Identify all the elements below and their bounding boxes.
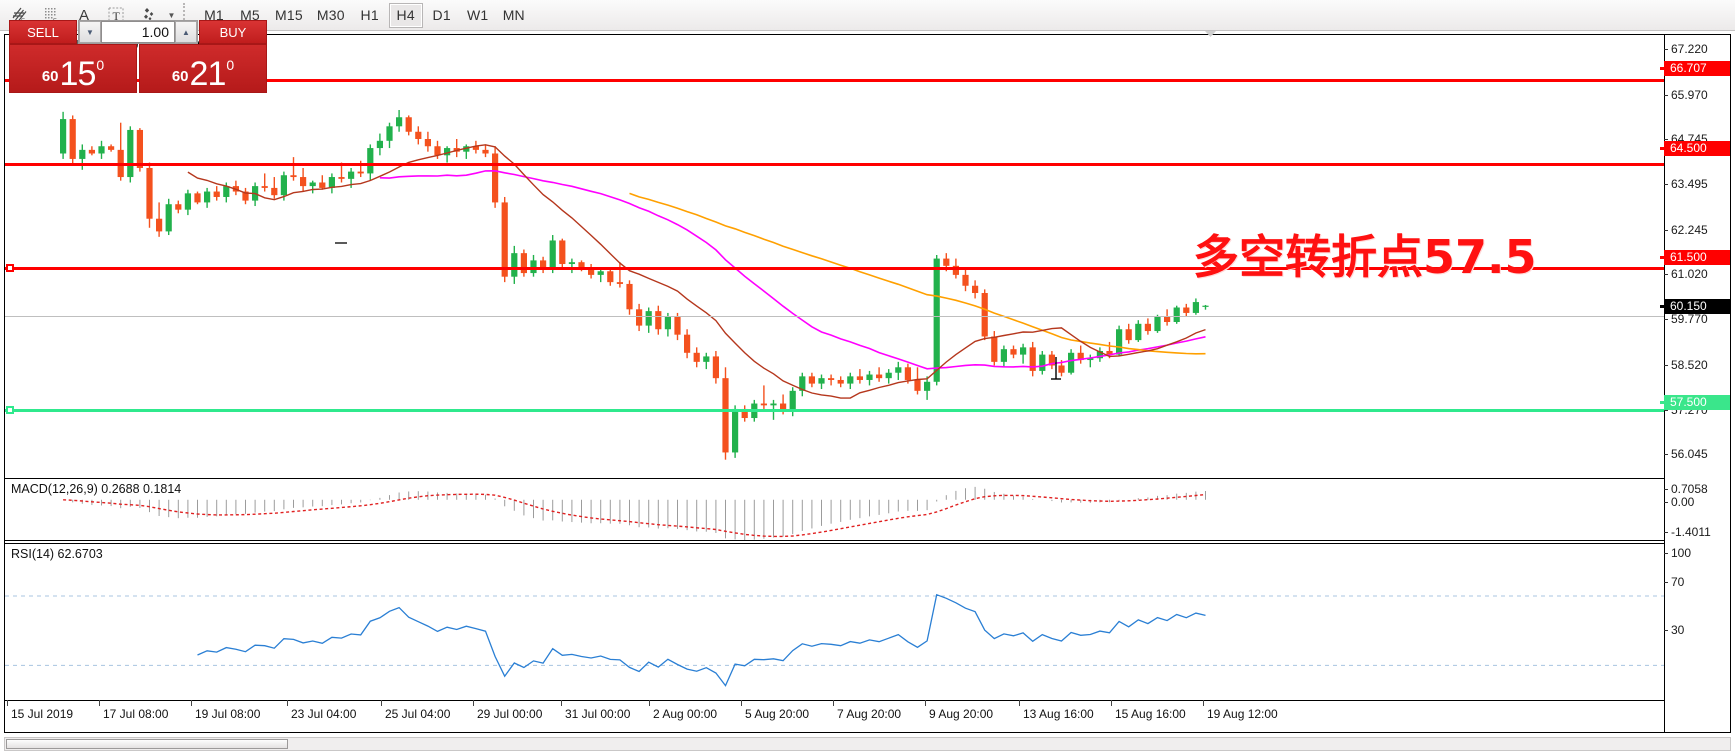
timeframe-m1[interactable]: M1: [204, 7, 224, 23]
price-label-60150[interactable]: 60.150: [1660, 298, 1730, 314]
time-tick: 19 Jul 08:00: [190, 700, 261, 721]
horizontal-scrollbar[interactable]: [4, 737, 1731, 751]
toolbar-separator: [183, 3, 191, 27]
timeframe-w1[interactable]: W1: [466, 7, 489, 23]
volume-increment-icon[interactable]: ▲: [175, 21, 197, 43]
time-tick: 7 Aug 20:00: [832, 700, 902, 721]
price-label-61500[interactable]: 61.500: [1660, 249, 1730, 265]
level-line-64500[interactable]: [5, 163, 1664, 166]
price-tick: 67.220: [1664, 42, 1730, 57]
chart-context-caret-icon[interactable]: [1204, 30, 1218, 38]
text-label-icon[interactable]: A: [78, 6, 89, 24]
rsi-label: RSI(14) 62.6703: [11, 547, 103, 561]
price-axis[interactable]: 67.220 65.970 64.745 63.495 62.245 61.020 59.7…: [1660, 35, 1730, 732]
time-tick: 19 Aug 12:00: [1203, 700, 1278, 721]
chart-annotation-text: 多空转折点57.5: [1193, 230, 1537, 284]
time-tick: 17 Jul 08:00: [98, 700, 169, 721]
price-tick: 58.520: [1664, 358, 1730, 373]
rsi-tick: 70: [1664, 575, 1730, 590]
macd-series: [63, 486, 1206, 540]
timeframe-m30[interactable]: M30: [316, 7, 345, 23]
time-tick: 23 Jul 04:00: [286, 700, 357, 721]
cursor-marker-icon: [1051, 357, 1061, 380]
timeframe-mn[interactable]: MN: [502, 7, 525, 23]
time-tick: 31 Jul 00:00: [560, 700, 631, 721]
price-tick: 63.495: [1664, 177, 1730, 192]
timeframe-h4[interactable]: H4: [388, 2, 423, 28]
templates-dropdown-caret[interactable]: ▼: [167, 10, 176, 20]
timeframe-d1[interactable]: D1: [432, 7, 451, 23]
time-tick: 9 Aug 20:00: [924, 700, 994, 721]
candlestick-series: [60, 110, 1209, 460]
time-tick: 15 Aug 16:00: [1111, 700, 1186, 721]
volume-stepper[interactable]: ▼ 1.00 ▲: [78, 20, 198, 44]
macd-tick: -1.4011: [1664, 525, 1730, 540]
time-tick: 15 Jul 2019: [6, 700, 74, 721]
time-axis[interactable]: 15 Jul 2019 17 Jul 08:00 19 Jul 08:00 23 Ju…: [5, 700, 1664, 732]
rsi-series: [5, 593, 1664, 687]
chart-frame: UKOil-,H4 60.140 60.170 60.040 60.150: [4, 34, 1731, 733]
buy-price-fraction: 0: [226, 57, 235, 73]
rsi-pane[interactable]: RSI(14) 62.6703: [5, 543, 1664, 700]
time-tick: 13 Aug 16:00: [1019, 700, 1094, 721]
buy-button[interactable]: BUY: [199, 20, 267, 44]
price-tick: 56.045: [1664, 447, 1730, 462]
time-tick: 2 Aug 00:00: [648, 700, 718, 721]
time-tick: 29 Jul 00:00: [472, 700, 543, 721]
one-click-trading-panel[interactable]: SELL ▼ 1.00 ▲ BUY 60 15 0 60 21 0: [9, 20, 267, 93]
level-handle-57500[interactable]: [6, 406, 14, 414]
scrollbar-thumb[interactable]: [6, 739, 288, 749]
price-label-64500[interactable]: 64.500: [1660, 141, 1730, 157]
buy-price-display[interactable]: 60 21 0: [139, 44, 267, 93]
chart-toolbar: E F A: [0, 0, 1735, 31]
timeframe-m15[interactable]: M15: [275, 7, 303, 23]
volume-input[interactable]: 1.00: [101, 21, 175, 43]
templates-icon[interactable]: [132, 2, 164, 29]
timeframe-m5[interactable]: M5: [240, 7, 260, 23]
price-pane[interactable]: 多空转折点57.5: [5, 35, 1664, 476]
rsi-tick: 100: [1664, 546, 1730, 561]
price-tick: 65.970: [1664, 88, 1730, 103]
level-handle-61500[interactable]: [6, 264, 14, 272]
buy-price-whole: 60: [171, 68, 189, 85]
level-line-66707[interactable]: [5, 79, 1664, 82]
macd-pane[interactable]: MACD(12,26,9) 0.2688 0.1814: [5, 478, 1664, 541]
macd-tick: 0.00: [1664, 495, 1730, 510]
sell-button[interactable]: SELL: [9, 20, 77, 44]
level-line-60150: [5, 316, 1664, 317]
buy-price-big: 21: [189, 55, 227, 93]
macd-tick: 0.7058: [1664, 482, 1730, 497]
sell-price-fraction: 0: [96, 57, 105, 73]
price-tick: 59.770: [1664, 312, 1730, 327]
tick-marker-icon: [335, 242, 347, 244]
time-tick: 5 Aug 20:00: [740, 700, 810, 721]
level-line-61500[interactable]: [5, 267, 1664, 270]
svg-text:T: T: [113, 9, 121, 23]
level-line-57500[interactable]: [5, 409, 1664, 412]
sell-price-big: 15: [59, 55, 97, 93]
price-tick: 62.245: [1664, 223, 1730, 238]
macd-label: MACD(12,26,9) 0.2688 0.1814: [11, 482, 182, 496]
text-object-icon[interactable]: T: [100, 2, 132, 29]
price-label-66707[interactable]: 66.707: [1660, 61, 1730, 77]
price-tick: 61.020: [1664, 267, 1730, 282]
rsi-tick: 30: [1664, 623, 1730, 638]
sell-price-display[interactable]: 60 15 0: [9, 44, 137, 93]
volume-decrement-icon[interactable]: ▼: [79, 21, 101, 43]
time-tick: 25 Jul 04:00: [380, 700, 451, 721]
sell-price-whole: 60: [41, 68, 59, 85]
price-label-57500[interactable]: 57.500: [1660, 394, 1730, 410]
timeframe-h1[interactable]: H1: [360, 7, 379, 23]
